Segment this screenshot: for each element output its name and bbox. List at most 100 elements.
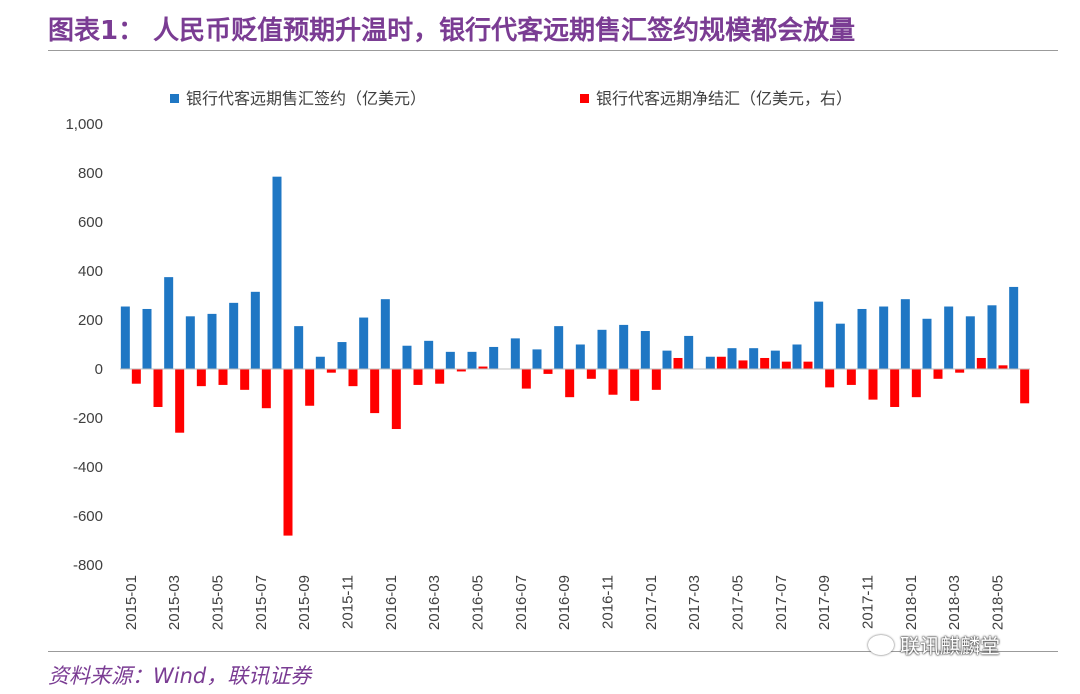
bar-series-2 — [673, 357, 683, 369]
bar-series-1 — [424, 340, 434, 369]
bar-series-2 — [456, 369, 466, 372]
bar-series-2 — [825, 369, 835, 388]
bar-series-2 — [760, 357, 770, 369]
bar-series-1 — [315, 356, 325, 369]
bar-series-1 — [965, 316, 975, 369]
legend-label-series-1: 银行代客远期售汇签约（亿美元） — [186, 89, 426, 108]
bar-series-2 — [651, 369, 661, 390]
bar-series-2 — [608, 369, 618, 395]
source-divider — [48, 651, 1058, 652]
x-tick-label: 2015-03 — [166, 575, 183, 630]
bar-series-2 — [261, 369, 271, 409]
x-tick-label: 2016-11 — [600, 575, 617, 629]
x-tick-label: 2015-09 — [296, 575, 313, 630]
bar-series-1 — [640, 331, 650, 369]
bar-series-2 — [911, 369, 921, 398]
bar-series-1 — [532, 349, 542, 369]
bar-series-2 — [1020, 369, 1030, 404]
bar-series-2 — [781, 361, 791, 369]
bar-series-1 — [164, 277, 174, 370]
bar-series-1 — [749, 348, 759, 369]
x-tick-label: 2018-03 — [946, 575, 963, 630]
x-tick-label: 2018-05 — [990, 575, 1007, 630]
bar-series-1 — [879, 306, 889, 369]
x-tick-label: 2017-07 — [773, 575, 790, 630]
bar-series-1 — [597, 329, 607, 369]
bar-series-2 — [283, 369, 293, 536]
bar-series-2 — [413, 369, 423, 385]
bar-series-2 — [240, 369, 250, 390]
legend-label-series-2: 银行代客远期净结汇（亿美元，右） — [596, 89, 852, 108]
x-tick-label: 2017-11 — [860, 575, 877, 629]
bar-series-2 — [955, 369, 965, 373]
bar-series-2 — [890, 369, 900, 407]
bar-series-1 — [944, 306, 954, 369]
bar-series-1 — [207, 313, 217, 370]
bar-series-1 — [792, 344, 802, 369]
bar-series-2 — [738, 360, 748, 369]
y-axis: 1,000 800 600 400 200 0 -200 -400 -600 -800 — [65, 116, 103, 574]
bar-series-1 — [900, 299, 910, 369]
y-tick-label: -200 — [73, 410, 103, 427]
bar-series-2 — [175, 369, 185, 433]
y-tick-label: 200 — [78, 312, 103, 329]
bar-series-1 — [987, 305, 997, 369]
bar-series-2 — [586, 369, 596, 379]
y-tick-label: 0 — [95, 361, 103, 378]
bar-series-2 — [218, 369, 228, 385]
bar-series-1 — [814, 301, 824, 370]
bar-series-2 — [435, 369, 445, 384]
bar-series-1 — [402, 345, 412, 369]
bars — [120, 176, 1030, 536]
bar-series-1 — [727, 348, 737, 369]
x-tick-label: 2017-05 — [730, 575, 747, 630]
legend-swatch-series-1 — [170, 94, 179, 103]
bar-series-1 — [857, 308, 867, 369]
y-tick-label: -800 — [73, 557, 103, 574]
bar-series-2 — [543, 369, 553, 374]
y-tick-label: 800 — [78, 165, 103, 182]
bar-series-2 — [391, 369, 401, 430]
bar-series-2 — [131, 369, 141, 384]
x-tick-label: 2015-07 — [253, 575, 270, 630]
bar-series-2 — [868, 369, 878, 400]
y-tick-label: -600 — [73, 508, 103, 525]
bar-series-1 — [554, 326, 564, 370]
bar-series-1 — [1009, 286, 1019, 369]
bar-chart: 银行代客远期售汇签约（亿美元） 银行代客远期净结汇（亿美元，右） 1,000 80… — [65, 89, 1030, 630]
bar-series-1 — [294, 326, 304, 370]
x-tick-label: 2015-11 — [340, 575, 357, 629]
bar-series-1 — [467, 351, 477, 369]
bar-series-1 — [380, 299, 390, 369]
y-tick-label: 1,000 — [65, 116, 103, 133]
bar-series-1 — [337, 342, 347, 369]
bar-series-1 — [684, 335, 694, 369]
y-tick-label: 400 — [78, 263, 103, 280]
x-tick-label: 2017-09 — [816, 575, 833, 630]
x-tick-label: 2016-01 — [383, 575, 400, 630]
bar-series-1 — [359, 317, 369, 369]
bar-series-1 — [575, 344, 585, 369]
x-tick-label: 2017-03 — [686, 575, 703, 630]
y-tick-label: 600 — [78, 214, 103, 231]
source-note: 资料来源：Wind，联讯证券 — [48, 664, 312, 688]
bar-series-1 — [835, 323, 845, 369]
x-axis: 2015-01 2015-03 2015-05 2015-07 2015-09 2015-… — [123, 575, 1007, 630]
bar-series-1 — [489, 346, 499, 369]
title-divider — [48, 50, 1058, 51]
bar-series-1 — [705, 356, 715, 369]
watermark-label: 联讯麒麟堂 — [900, 634, 1000, 658]
bar-series-2 — [565, 369, 575, 398]
bar-series-1 — [662, 350, 672, 370]
page-title: 图表1： 人民币贬值预期升温时，银行代客远期售汇签约规模都会放量 — [48, 16, 856, 46]
bar-series-2 — [370, 369, 380, 414]
bar-series-2 — [305, 369, 315, 406]
bar-series-1 — [619, 324, 629, 369]
bar-series-2 — [196, 369, 206, 387]
x-tick-label: 2016-07 — [513, 575, 530, 630]
x-tick-label: 2015-01 — [123, 575, 140, 630]
bar-series-2 — [933, 369, 943, 379]
bar-series-2 — [348, 369, 358, 387]
bar-series-1 — [142, 308, 152, 369]
bar-series-1 — [770, 350, 780, 370]
